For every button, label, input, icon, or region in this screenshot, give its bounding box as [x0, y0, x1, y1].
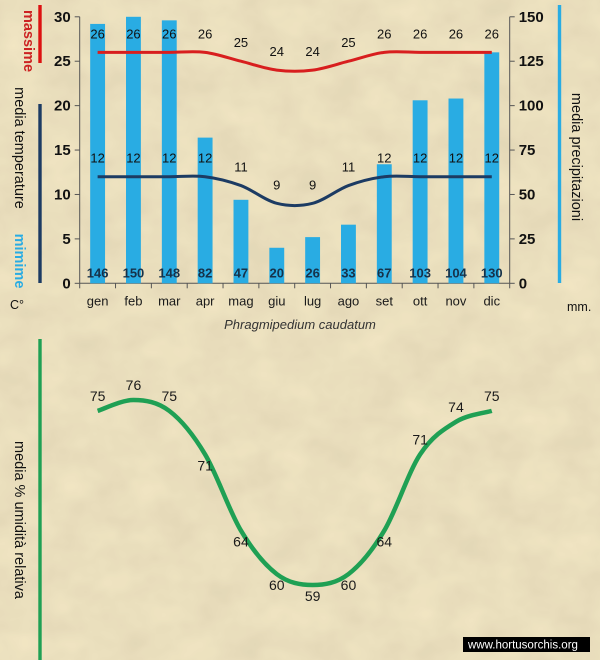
svg-text:C°: C° [10, 298, 24, 312]
svg-text:9: 9 [273, 177, 280, 192]
svg-text:5: 5 [62, 231, 70, 248]
svg-text:mm.: mm. [567, 300, 591, 314]
svg-text:75: 75 [484, 388, 500, 404]
svg-text:76: 76 [126, 377, 142, 393]
svg-text:59: 59 [305, 588, 321, 604]
svg-text:20: 20 [270, 265, 284, 280]
svg-text:12: 12 [198, 151, 212, 166]
svg-text:26: 26 [449, 26, 463, 41]
svg-text:25: 25 [341, 35, 355, 50]
svg-text:24: 24 [270, 44, 284, 59]
svg-text:25: 25 [519, 231, 536, 248]
svg-text:20: 20 [54, 98, 71, 115]
svg-text:71: 71 [197, 457, 213, 473]
svg-text:mar: mar [158, 293, 181, 308]
svg-text:30: 30 [54, 9, 71, 26]
svg-text:apr: apr [196, 293, 215, 308]
svg-text:ago: ago [338, 293, 360, 308]
svg-text:12: 12 [126, 151, 140, 166]
svg-text:11: 11 [342, 160, 356, 175]
svg-text:12: 12 [162, 151, 176, 166]
svg-text:33: 33 [341, 265, 355, 280]
svg-text:15: 15 [54, 142, 71, 159]
svg-text:11: 11 [234, 160, 248, 175]
svg-text:26: 26 [198, 26, 212, 41]
svg-text:150: 150 [519, 9, 544, 26]
svg-text:dic: dic [483, 293, 500, 308]
svg-text:26: 26 [162, 26, 176, 41]
svg-text:12: 12 [485, 151, 499, 166]
svg-text:75: 75 [90, 388, 106, 404]
svg-text:lug: lug [304, 293, 321, 308]
svg-text:71: 71 [412, 431, 428, 447]
svg-text:103: 103 [409, 265, 431, 280]
svg-text:75: 75 [161, 388, 177, 404]
svg-text:feb: feb [124, 293, 142, 308]
svg-text:130: 130 [481, 265, 503, 280]
svg-text:26: 26 [90, 26, 104, 41]
svg-text:50: 50 [519, 186, 536, 203]
svg-text:set: set [376, 293, 394, 308]
svg-text:ott: ott [413, 293, 428, 308]
svg-text:massime: massime [20, 10, 36, 72]
svg-text:75: 75 [519, 142, 536, 159]
svg-text:mag: mag [228, 293, 253, 308]
svg-text:10: 10 [54, 186, 71, 203]
svg-text:26: 26 [413, 26, 427, 41]
svg-text:0: 0 [62, 275, 70, 292]
svg-text:Phragmipedium caudatum: Phragmipedium caudatum [224, 317, 376, 332]
svg-text:giu: giu [268, 293, 285, 308]
svg-text:25: 25 [234, 35, 248, 50]
svg-text:gen: gen [87, 293, 109, 308]
svg-text:9: 9 [309, 177, 316, 192]
svg-text:24: 24 [305, 44, 319, 59]
svg-text:64: 64 [376, 534, 392, 550]
svg-text:26: 26 [126, 26, 140, 41]
svg-text:47: 47 [234, 265, 248, 280]
svg-text:125: 125 [519, 53, 544, 70]
svg-text:media % umidità relativa: media % umidità relativa [11, 441, 27, 600]
svg-text:60: 60 [269, 577, 285, 593]
svg-text:25: 25 [54, 53, 71, 70]
svg-text:nov: nov [445, 293, 466, 308]
svg-text:67: 67 [377, 265, 391, 280]
svg-text:150: 150 [123, 265, 145, 280]
svg-text:64: 64 [233, 534, 249, 550]
svg-text:148: 148 [158, 265, 180, 280]
svg-text:104: 104 [445, 265, 467, 280]
svg-text:12: 12 [413, 151, 427, 166]
svg-text:74: 74 [448, 399, 464, 415]
svg-text:0: 0 [519, 275, 527, 292]
svg-text:mimime: mimime [11, 234, 27, 289]
svg-text:12: 12 [449, 151, 463, 166]
svg-text:26: 26 [305, 265, 319, 280]
svg-text:26: 26 [485, 26, 499, 41]
svg-text:12: 12 [90, 151, 104, 166]
svg-text:60: 60 [341, 577, 357, 593]
svg-text:26: 26 [377, 26, 391, 41]
svg-text:media precipitazioni: media precipitazioni [568, 93, 584, 221]
svg-text:media temperature: media temperature [11, 87, 27, 209]
svg-text:82: 82 [198, 265, 212, 280]
svg-text:100: 100 [519, 98, 544, 115]
svg-text:12: 12 [377, 151, 391, 166]
svg-text:146: 146 [87, 265, 109, 280]
svg-text:www.hortusorchis.org: www.hortusorchis.org [467, 640, 578, 652]
